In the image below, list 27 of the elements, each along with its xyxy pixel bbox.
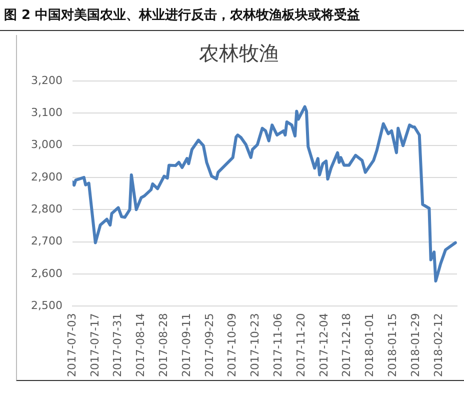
x-tick-label: 2017-08-14 <box>134 313 148 378</box>
y-tick-label: 3,100 <box>30 106 62 120</box>
x-tick-label: 2017-12-04 <box>317 313 330 378</box>
x-tick-label: 2017-10-09 <box>226 313 239 378</box>
x-tick-label: 2017-12-18 <box>340 313 354 378</box>
x-tick-label: 2017-10-23 <box>248 313 262 378</box>
x-tick-label: 2017-11-20 <box>294 313 308 378</box>
x-tick-label: 2018-02-12 <box>432 313 445 378</box>
x-tick-label: 2017-09-11 <box>180 313 193 378</box>
y-tick-label: 2,800 <box>30 202 62 216</box>
x-tick-label: 2018-01-29 <box>408 313 422 378</box>
y-tick-label: 3,000 <box>30 138 62 152</box>
x-tick-label: 2018-01-01 <box>363 313 376 378</box>
x-tick-label: 2017-08-28 <box>156 313 170 378</box>
y-tick-label: 2,500 <box>30 298 62 312</box>
x-tick-label: 2017-07-31 <box>111 313 124 378</box>
x-tick-label: 2017-07-17 <box>88 313 102 378</box>
y-tick-label: 3,200 <box>30 74 62 87</box>
y-tick-label: 2,700 <box>30 234 62 248</box>
chart-subtitle: 农林牧渔 <box>199 41 279 66</box>
x-tick-label: 2018-01-15 <box>386 313 400 378</box>
x-tick-label: 2017-11-06 <box>272 313 285 378</box>
x-tick-label: 2017-07-03 <box>65 313 78 378</box>
y-tick-label: 2,600 <box>30 266 62 280</box>
y-tick-label: 2,900 <box>30 170 62 184</box>
chart-title: 图 2 中国对美国农业、林业进行反击，农林牧渔板块或将受益 <box>0 0 464 31</box>
x-tick-label: 2017-09-25 <box>202 313 216 378</box>
